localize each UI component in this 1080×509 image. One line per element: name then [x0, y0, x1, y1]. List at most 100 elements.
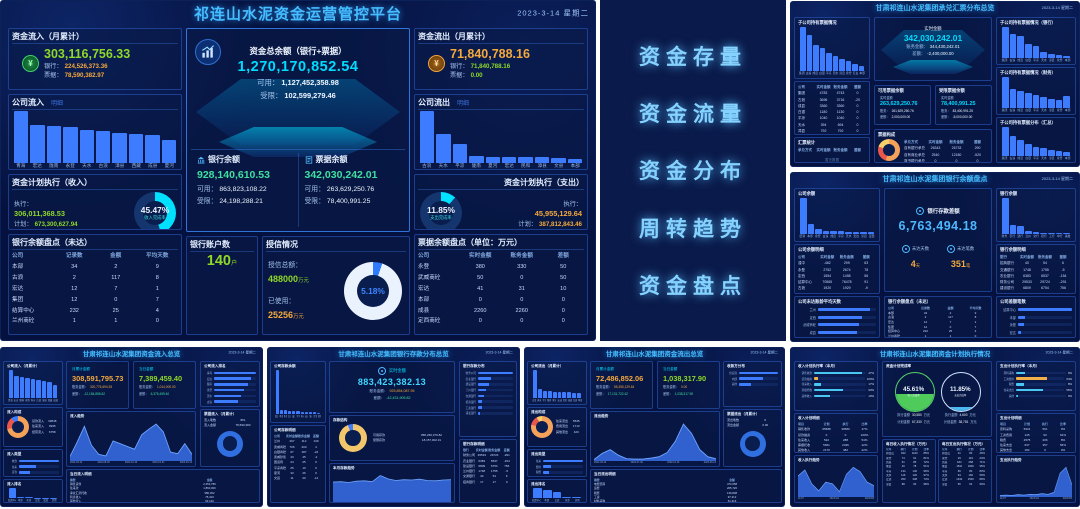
axis-label: 古浪 — [554, 499, 560, 502]
column-header: 平均天数 — [969, 306, 982, 310]
book-value: 344,430,242.01 — [929, 44, 960, 49]
cell: 861 — [240, 418, 246, 422]
column-header: 差额 — [854, 148, 861, 152]
nav-item-cash-distribution[interactable]: 资金分布 — [639, 160, 747, 184]
table-row: 票据托收 5841 2436 42% — [798, 443, 874, 448]
axis-label: 漳县 — [115, 163, 125, 168]
chart-label: 存款结构 — [333, 418, 348, 422]
weekday-text: 星期二 — [767, 350, 779, 355]
outflow-bank-value: 71,840,788.16 — [470, 63, 511, 70]
cell: 武威商砼 — [418, 274, 441, 281]
box-header: 公司余额 — [798, 191, 876, 197]
cell: 42% — [861, 443, 868, 447]
cell: 4 — [315, 444, 317, 449]
cell: 288 — [842, 437, 848, 442]
bar-value: 47% — [868, 370, 874, 375]
cell: 湟中 — [798, 261, 805, 266]
income-rate-hbar-box: 收入计划执行率（本月） 销售收款 47% 贷款融资 100% 往来收入 17% 票据托收 93… — [794, 361, 878, 411]
book-label: 账务金额： — [139, 385, 155, 389]
panel-title: 甘肃祁连山水泥集团资金流入总览 — [82, 351, 181, 358]
column-header: 账务金额 — [1038, 255, 1052, 259]
diff-label: 差额： — [941, 115, 951, 119]
table-row: 古浪 184 258 71% — [942, 461, 988, 465]
cell: 394 — [820, 122, 827, 127]
bar-track — [818, 323, 876, 327]
outflow-overview-panel: 甘肃祁连山水泥集团资金流出总览 2023-3-14 星期二 公司流出（月累计） … — [524, 347, 785, 507]
income-trend-chart: 11/07 2023/1/4 2023/3/8 — [798, 464, 874, 500]
x-axis-labels: 2022-03-14 2022-07-30 2022-12-16 2023-03-13 — [594, 461, 716, 464]
nav-item-cash-flow[interactable]: 资金流量 — [639, 103, 747, 127]
cell: 97% — [923, 473, 929, 477]
cell: 29 — [957, 456, 961, 460]
bar — [551, 158, 566, 163]
nav-item-cash-stock[interactable]: 资金存量 — [639, 46, 747, 70]
exec-value: 306,011,368.53 — [14, 208, 65, 218]
cell: 永登 — [886, 456, 892, 460]
box-header: 银行存款分布 — [463, 364, 513, 369]
nav-item-cash-audit[interactable]: 资金盘点 — [639, 274, 747, 298]
book-value: 320,776,694.35 — [89, 385, 113, 389]
cell: 漳县 — [942, 482, 948, 486]
bar — [814, 377, 819, 380]
inflow-detail-link[interactable]: 明细 — [51, 101, 64, 107]
cell: 29724 — [490, 453, 499, 458]
axis-label: 其他 — [575, 499, 580, 502]
daily-income-table-box: 每日收入执行情况（万元） 公司 执行 计划 比率 祁连山 933 1100 85% 永登 74 91… — [882, 439, 936, 503]
avail-value: 863,823,108.22 — [219, 186, 267, 193]
bank-label: 银行： — [44, 63, 63, 70]
table-row: 古浪 2 117 8 — [888, 315, 988, 320]
bar — [806, 34, 812, 71]
bar — [214, 388, 245, 392]
box-header: 资金计划执行（支出） — [418, 177, 584, 190]
table-header-row: 公司 记录数 金额 平均天数 — [888, 306, 988, 311]
table-title: 公司存款明细 — [274, 428, 296, 432]
cell: 3360 — [836, 103, 845, 108]
weekday-text: 星期二 — [1061, 175, 1073, 181]
nav-item-turnover-trend[interactable]: 周转趋势 — [639, 217, 747, 241]
column-header: 账务金额 — [833, 148, 848, 152]
cell: -9 — [864, 286, 868, 291]
cell: 63 — [864, 261, 869, 266]
cell: 41 — [477, 285, 484, 292]
axis-label: 集团 — [1001, 108, 1008, 112]
axis-tick: 2023/3/8 — [1062, 497, 1072, 500]
cell: 永登 — [798, 267, 805, 272]
book-value: 261,629,250.76 — [891, 109, 914, 113]
cell: 0 — [844, 432, 847, 437]
cell: 29533 — [477, 453, 486, 458]
table-row: 销售货款 2,453,789 — [70, 482, 256, 486]
bar — [1002, 127, 1009, 156]
box-header: 流入排名 — [7, 482, 59, 487]
cell: 85 — [913, 460, 917, 464]
cell: 11 — [290, 476, 294, 480]
axis-labels: 结算 本部 永登 古浪 成县 平凉 天水 宏达 漳县 定西 — [798, 234, 876, 238]
bars — [274, 370, 322, 414]
avail-label: 可用： — [197, 186, 218, 193]
table-row: 永登 74 91 81% — [886, 457, 932, 461]
axis-tick: 2023-03-13 — [179, 461, 192, 464]
column-header: 公司 — [418, 253, 430, 259]
axis-label: 本部 — [279, 415, 282, 418]
income-plan-table: 项目 计划 执行 比率 销售收款 65688 30580 47% 贷款融资 0 0 100% 往来收入 5… — [798, 422, 874, 452]
column-header: 记录数 — [65, 253, 83, 259]
cell: 6383 — [478, 458, 486, 463]
column-header: 银行 — [1000, 255, 1007, 259]
bar — [562, 392, 567, 398]
cell: 古浪 — [942, 460, 948, 464]
cell: 706 — [289, 444, 295, 449]
days-icon — [901, 245, 910, 253]
bar-track — [818, 330, 876, 334]
bar — [1016, 394, 1018, 398]
axis-label: 漳县 — [839, 71, 845, 75]
axis-label: 天水 — [438, 163, 448, 168]
axis-label: 漳县 — [861, 234, 867, 238]
axis-label: 宏达 — [206, 377, 212, 381]
cell: 0 — [825, 432, 828, 437]
table-row: 宏达 250 338 74% — [886, 478, 932, 482]
cell: 永登 — [418, 263, 430, 270]
column-header: 差额 — [854, 85, 861, 89]
cell: 财务公司 — [463, 453, 476, 458]
outflow-detail-link[interactable]: 明细 — [457, 101, 470, 107]
cell: 25 — [112, 307, 119, 314]
cell: 17 — [480, 479, 484, 484]
